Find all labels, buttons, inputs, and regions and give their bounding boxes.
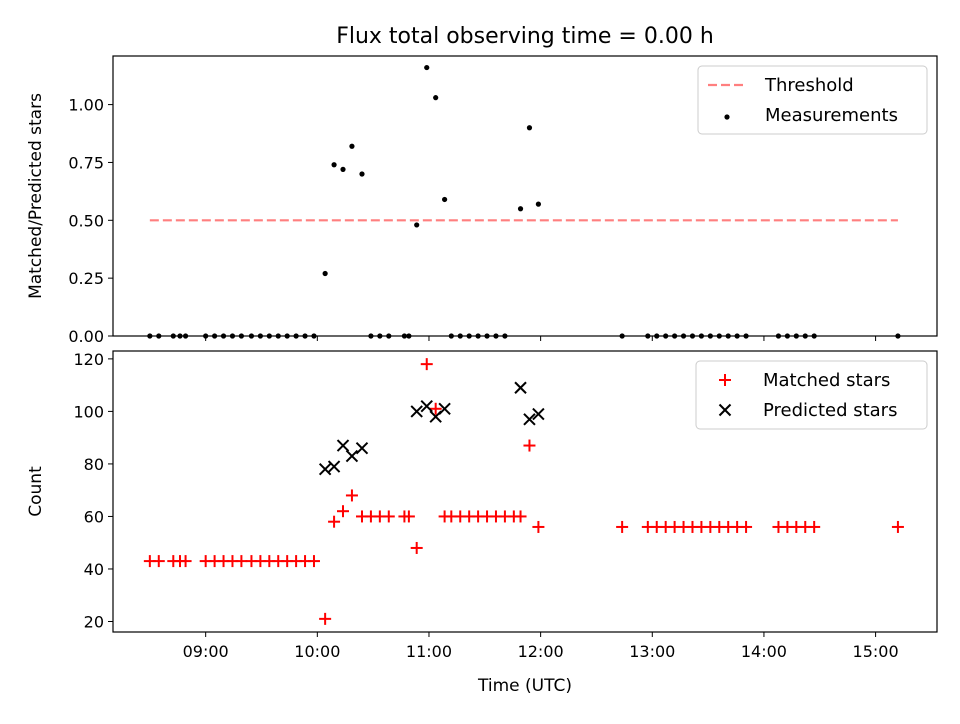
measurement-point [414, 222, 420, 228]
y-tick-label: 0.25 [68, 269, 104, 288]
matched-star-marker [235, 555, 248, 568]
measurement-point [433, 95, 439, 101]
y-tick-label: 1.00 [68, 96, 104, 115]
matched-star-marker [808, 520, 821, 533]
legend-label: Matched stars [763, 370, 890, 391]
matched-star-marker [307, 555, 320, 568]
marker-stroke [532, 407, 545, 421]
y-tick-label: 80 [84, 455, 104, 474]
legend-predicted-swatch [718, 403, 732, 417]
marker-stroke [438, 402, 451, 415]
measurement-point [359, 171, 365, 177]
marker-stroke [345, 449, 359, 463]
predicted-star-marker [420, 399, 433, 413]
predicted-star-marker [410, 405, 423, 418]
matched-star-marker [514, 510, 527, 523]
y-tick-label: 100 [73, 402, 104, 421]
y-axis-label: Matched/Predicted stars [26, 93, 46, 299]
y-tick-label: 120 [73, 350, 104, 369]
predicted-star-marker [318, 462, 332, 476]
matched-star-marker [337, 505, 350, 518]
x-tick-label: 15:00 [853, 642, 899, 661]
chart-title: Flux total observing time = 0.00 h [336, 24, 714, 49]
matched-star-marker [328, 515, 341, 528]
marker-stroke [523, 413, 536, 426]
y-tick-label: 0.00 [68, 327, 104, 346]
measurement-point [349, 143, 355, 149]
marker-stroke [514, 381, 527, 394]
marker-stroke [318, 462, 332, 476]
chart-panel-top: Flux total observing time = 0.00 h 0.00 0.… [26, 24, 938, 346]
y-axis-label: Count [26, 466, 46, 517]
measurement-point [535, 201, 541, 207]
matched-star-marker [402, 510, 415, 523]
measurement-point [526, 125, 533, 131]
measurement-point [424, 64, 430, 71]
predicted-star-marker [514, 381, 527, 394]
marker-stroke [420, 399, 433, 413]
marker-stroke [410, 405, 423, 418]
y-tick-label: 20 [84, 612, 104, 631]
x-tick-label: 10:00 [294, 642, 340, 661]
marker-stroke [327, 460, 341, 473]
measurement-point [340, 166, 346, 172]
legend-measurement-swatch [724, 114, 730, 120]
chart-panel-bottom: 20 40 60 80 100 120 09:00 10:00 11:00 12:00 13:00 1… [26, 350, 938, 696]
matched-star-marker [152, 555, 165, 568]
legend-box [697, 65, 928, 135]
marker-stroke [355, 441, 369, 455]
x-tick-label: 09:00 [183, 642, 229, 661]
predicted-star-marker [345, 449, 359, 463]
y-tick-label: 60 [84, 507, 104, 526]
predicted-star-marker [355, 441, 369, 455]
matched-star-marker [523, 439, 536, 452]
legend-box [695, 360, 928, 430]
legend-label: Threshold [764, 75, 854, 96]
matched-star-marker [382, 510, 395, 523]
marker-stroke [336, 439, 350, 452]
legend: Threshold Measurements [697, 65, 928, 135]
measurement-point [442, 196, 448, 203]
x-tick-label: 11:00 [406, 642, 452, 661]
predicted-star-marker [327, 460, 341, 473]
matched-star-marker [429, 402, 442, 415]
y-tick-label: 0.75 [68, 153, 104, 172]
matched-star-marker [740, 520, 753, 533]
legend-label: Predicted stars [763, 400, 897, 421]
measurement-point [517, 206, 524, 212]
matched-star-marker [616, 520, 629, 533]
y-tick-label: 0.50 [68, 211, 104, 230]
plot-frame [112, 350, 938, 633]
predicted-star-marker [523, 413, 536, 426]
matched-star-marker [345, 489, 358, 502]
x-tick-label: 13:00 [629, 642, 675, 661]
x-axis-label: Time (UTC) [477, 676, 572, 696]
matched-star-marker [410, 541, 423, 554]
plot-frame [112, 55, 938, 337]
predicted-star-marker [336, 439, 350, 452]
matched-star-marker [420, 358, 433, 371]
matched-star-marker [319, 612, 332, 625]
legend-label: Measurements [765, 105, 898, 126]
predicted-star-marker [532, 407, 545, 421]
matched-star-marker [532, 520, 545, 533]
measurement-point [322, 270, 328, 277]
matched-star-marker [891, 520, 904, 533]
y-tick-label: 40 [84, 560, 104, 579]
x-tick-label: 12:00 [518, 642, 564, 661]
x-tick-label: 14:00 [741, 642, 787, 661]
matched-star-marker [179, 555, 192, 568]
predicted-star-marker [438, 402, 451, 415]
legend: Matched stars Predicted stars [695, 360, 928, 430]
measurement-point [331, 162, 337, 168]
